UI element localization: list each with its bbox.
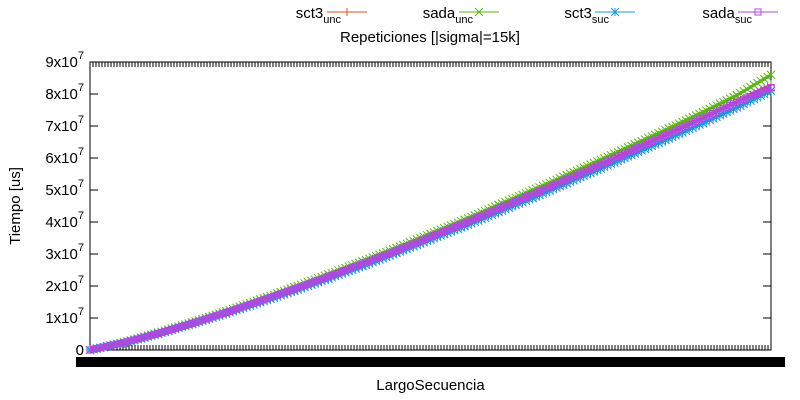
series-sada-unc [85, 70, 776, 355]
chart-title: Repeticiones [|sigma|=15k] [340, 29, 520, 46]
legend-marker [343, 8, 351, 16]
series-sada-suc [86, 84, 775, 354]
y-tick-label: 5x107 [45, 178, 84, 199]
x-axis [76, 62, 785, 367]
y-axis-label: Tiempo [us] [7, 167, 24, 245]
data-point [732, 103, 742, 112]
data-point [767, 84, 775, 92]
legend-label: sadaunc [423, 5, 474, 26]
y-tick-label: 1x107 [45, 306, 84, 327]
data-point [766, 70, 776, 80]
series-line [89, 83, 772, 352]
legend-item: sct3unc [296, 5, 367, 26]
series-line [89, 73, 772, 352]
legend-marker [754, 8, 762, 16]
y-tick-label: 8x107 [45, 82, 84, 103]
legend-label: sct3suc [564, 5, 609, 26]
legend-marker [610, 7, 620, 17]
y-tick-label: 9x107 [45, 50, 84, 71]
y-tick-label: 4x107 [45, 210, 84, 231]
series-layer [85, 70, 776, 355]
y-tick-label: 6x107 [45, 146, 84, 167]
y-axis: 0 1x107 2x107 3x107 4x107 5x107 6x107 7x107 8x10… [45, 50, 771, 359]
legend-marker [474, 7, 484, 17]
legend-item: sadasuc [702, 5, 778, 26]
legend-label: sadasuc [702, 5, 752, 26]
legend-item: sadaunc [423, 5, 499, 26]
x-axis-label: LargoSecuencia [376, 377, 485, 394]
plot-frame [89, 61, 772, 351]
y-tick-label: 2x107 [45, 274, 84, 295]
y-tick-label: 0 [76, 342, 84, 359]
y-tick-label: 3x107 [45, 242, 84, 263]
x-tick-labels-overlap [76, 357, 785, 367]
y-tick-label: 7x107 [45, 114, 84, 135]
legend: sct3unc sadaunc sct3suc sadasuc [296, 5, 778, 26]
legend-item: sct3suc [564, 5, 635, 26]
legend-label: sct3unc [296, 5, 342, 26]
